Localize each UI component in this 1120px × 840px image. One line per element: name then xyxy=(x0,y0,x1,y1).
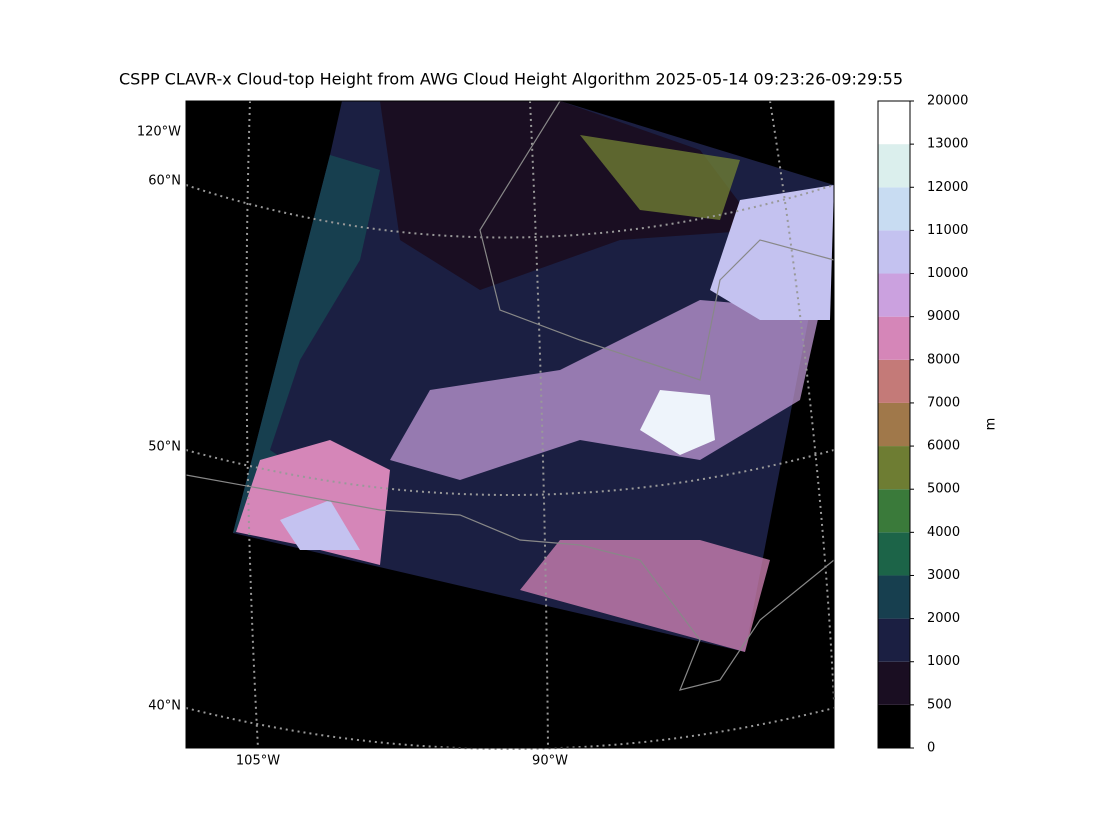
colorbar-label: m xyxy=(984,418,999,431)
colorbar-tick-label: 8000 xyxy=(927,352,960,367)
map: 60°N 50°N 40°N 120°W 105°W 90°W xyxy=(137,100,835,769)
colorbar-tick-label: 2000 xyxy=(927,611,960,626)
colorbar-tick-label: 5000 xyxy=(927,482,960,497)
colorbar-tick-label: 4000 xyxy=(927,525,960,540)
map-frame xyxy=(185,100,835,749)
cloud-high xyxy=(520,540,770,652)
graticule xyxy=(769,100,835,701)
border xyxy=(479,100,835,381)
colorbar-segment xyxy=(878,230,910,274)
colorbar-segment xyxy=(878,575,910,619)
colorbar-tick-label: 11000 xyxy=(927,223,968,238)
cloud-mid xyxy=(233,155,380,533)
lon-label: 105°W xyxy=(236,754,280,769)
graticule xyxy=(245,100,259,749)
colorbar-segment xyxy=(878,144,910,188)
colorbar-segment xyxy=(878,187,910,231)
cloud-mid xyxy=(580,135,740,220)
colorbar-segment xyxy=(878,532,910,576)
lat-label: 40°N xyxy=(148,699,181,714)
colorbar-tick-label: 7000 xyxy=(927,395,960,410)
colorbar-segment xyxy=(878,446,910,490)
colorbar-segment xyxy=(878,402,910,447)
cloud-low xyxy=(380,101,760,290)
colorbar-frame xyxy=(877,100,911,749)
colorbar-tick-label: 10000 xyxy=(927,266,968,281)
title: CSPP CLAVR-x Cloud-top Height from AWG C… xyxy=(119,70,903,89)
lat-label: 50°N xyxy=(148,440,181,455)
colorbar-segment xyxy=(878,101,910,145)
colorbar-segment xyxy=(878,704,910,748)
colorbar-tick-label: 6000 xyxy=(927,439,960,454)
border xyxy=(185,474,835,691)
colorbar-tick-label: 3000 xyxy=(927,568,960,583)
colorbar-tick-label: 12000 xyxy=(927,180,968,195)
colorbar-tick-label: 0 xyxy=(927,741,935,756)
cloud-high xyxy=(710,185,834,320)
colorbar-tick-label: 500 xyxy=(927,697,952,712)
colorbar-segment xyxy=(878,618,910,662)
colorbar-tick-label: 9000 xyxy=(927,309,960,324)
lon-label: 90°W xyxy=(532,754,568,769)
colorbar-tick-label: 13000 xyxy=(927,137,968,152)
colorbar-segment xyxy=(878,316,910,360)
graticule xyxy=(529,100,549,749)
colorbar-segment xyxy=(878,359,910,403)
lat-label: 60°N xyxy=(148,174,181,189)
colorbar-segment xyxy=(878,661,910,705)
colorbar-tick-label: 20000 xyxy=(927,94,968,109)
cloud-top xyxy=(640,390,715,455)
colorbar-segment xyxy=(878,489,910,533)
colorbar-segment xyxy=(878,273,910,317)
cloud-high xyxy=(280,500,360,550)
graticule xyxy=(185,184,835,239)
colorbar-tick-label: 1000 xyxy=(927,654,960,669)
lon-label: 120°W xyxy=(137,125,181,140)
